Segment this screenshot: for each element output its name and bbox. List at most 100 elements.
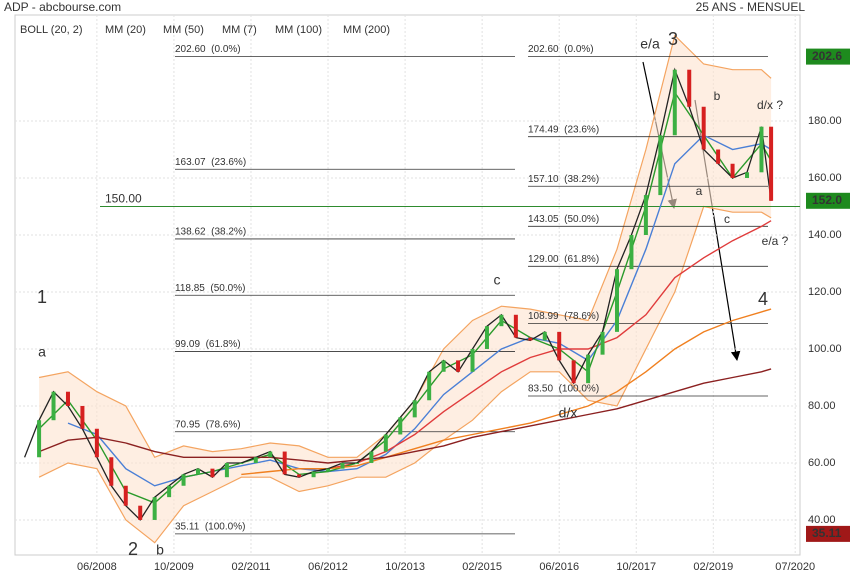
y-tick-label: 60.00	[808, 457, 836, 469]
candle	[354, 462, 359, 464]
candle	[730, 163, 735, 178]
fib-label: 108.99 (78.6%)	[528, 311, 599, 322]
x-tick-label: 06/2008	[77, 561, 117, 573]
candle	[629, 234, 634, 270]
candle	[196, 468, 201, 475]
candle	[586, 354, 591, 384]
bollinger-band	[39, 35, 772, 543]
annotation: 3	[668, 29, 678, 49]
y-tick-label: 100.00	[808, 343, 842, 355]
fib-label: 174.49 (23.6%)	[528, 124, 599, 135]
level-label: 150.00	[105, 192, 142, 206]
candle	[759, 126, 764, 173]
candle	[109, 457, 114, 486]
fib-label: 202.60 (0.0%)	[175, 44, 241, 55]
y-tick-label: 40.00	[808, 514, 836, 526]
candle	[427, 371, 432, 401]
price-box	[806, 48, 850, 65]
candle	[398, 417, 403, 435]
header-period: 25 ANS - MENSUEL	[696, 0, 806, 14]
annotation: c	[724, 212, 730, 226]
legend-item: MM (200)	[343, 24, 390, 36]
candle	[80, 405, 85, 429]
fib-label: 202.60 (0.0%)	[528, 44, 594, 55]
annotation: 1	[37, 287, 47, 307]
candle	[326, 468, 331, 472]
candle	[716, 149, 721, 164]
candle	[138, 505, 143, 520]
candle	[383, 434, 388, 452]
annotation: c	[494, 272, 501, 288]
candle	[94, 428, 99, 458]
candle	[51, 391, 56, 421]
x-tick-label: 07/2020	[775, 561, 815, 573]
fib-label: 163.07 (23.6%)	[175, 157, 246, 168]
annotation: b	[156, 542, 164, 558]
candle	[369, 451, 374, 463]
price-box-label: 202.6	[812, 49, 842, 63]
annotation: a	[38, 344, 46, 360]
candle	[311, 471, 316, 478]
fib-label: 99.09 (61.8%)	[175, 339, 241, 350]
candle	[340, 462, 345, 469]
candle	[687, 69, 692, 107]
fib-label: 157.10 (38.2%)	[528, 174, 599, 185]
price-box-label: 35.11	[812, 526, 842, 540]
candle	[412, 400, 417, 418]
y-tick-label: 180.00	[808, 115, 842, 127]
y-tick-label: 160.00	[808, 172, 842, 184]
annotation: a	[696, 184, 703, 198]
annotation: b	[714, 89, 721, 103]
candle	[513, 314, 518, 338]
price-box	[806, 192, 850, 209]
candle	[123, 485, 128, 506]
candle	[499, 314, 504, 327]
fib-label: 35.11 (100.0%)	[175, 522, 245, 533]
fib-label: 70.95 (78.6%)	[175, 419, 241, 430]
ma-line	[38, 368, 772, 464]
candle	[470, 348, 475, 372]
header-title: ADP - abcbourse.com	[4, 0, 121, 14]
candle	[441, 360, 446, 372]
annotation: e/a ?	[762, 234, 789, 248]
x-tick-label: 10/2017	[616, 561, 656, 573]
candle	[167, 485, 172, 498]
candle	[542, 331, 547, 341]
candle	[672, 69, 677, 136]
ma-line	[299, 220, 772, 470]
y-tick-label: 80.00	[808, 400, 836, 412]
x-tick-label: 02/2015	[462, 561, 502, 573]
candle	[268, 451, 273, 458]
price-box-label: 152.0	[812, 193, 842, 207]
fib-label: 83.50 (100.0%)	[528, 384, 599, 395]
candle	[484, 326, 489, 349]
annotation: e/a	[640, 36, 660, 52]
candle	[65, 391, 70, 406]
legend-item: MM (50)	[163, 24, 204, 36]
legend-item: MM (20)	[105, 24, 146, 36]
candle	[769, 126, 774, 201]
candle	[152, 497, 157, 520]
candle	[282, 451, 287, 475]
plot-frame	[14, 14, 801, 556]
candle	[643, 195, 648, 235]
x-tick-label: 06/2012	[308, 561, 348, 573]
annotation: d/x ?	[757, 98, 783, 112]
annotation: 4	[758, 289, 768, 309]
fib-label: 143.05 (50.0%)	[528, 214, 599, 225]
annotation: 2	[128, 539, 138, 559]
candle	[701, 106, 706, 150]
fib-label: 118.85 (50.0%)	[175, 283, 245, 294]
candle	[181, 474, 186, 486]
x-tick-label: 02/2011	[232, 561, 271, 573]
bollinger-lower	[38, 205, 772, 544]
candle	[456, 360, 461, 372]
candle	[210, 468, 215, 478]
legend-item: BOLL (20, 2)	[20, 24, 83, 36]
legend-item: MM (100)	[275, 24, 322, 36]
y-tick-label: 140.00	[808, 229, 842, 241]
y-tick-label: 120.00	[808, 286, 842, 298]
x-tick-label: 10/2009	[154, 561, 194, 573]
candle	[614, 269, 619, 332]
